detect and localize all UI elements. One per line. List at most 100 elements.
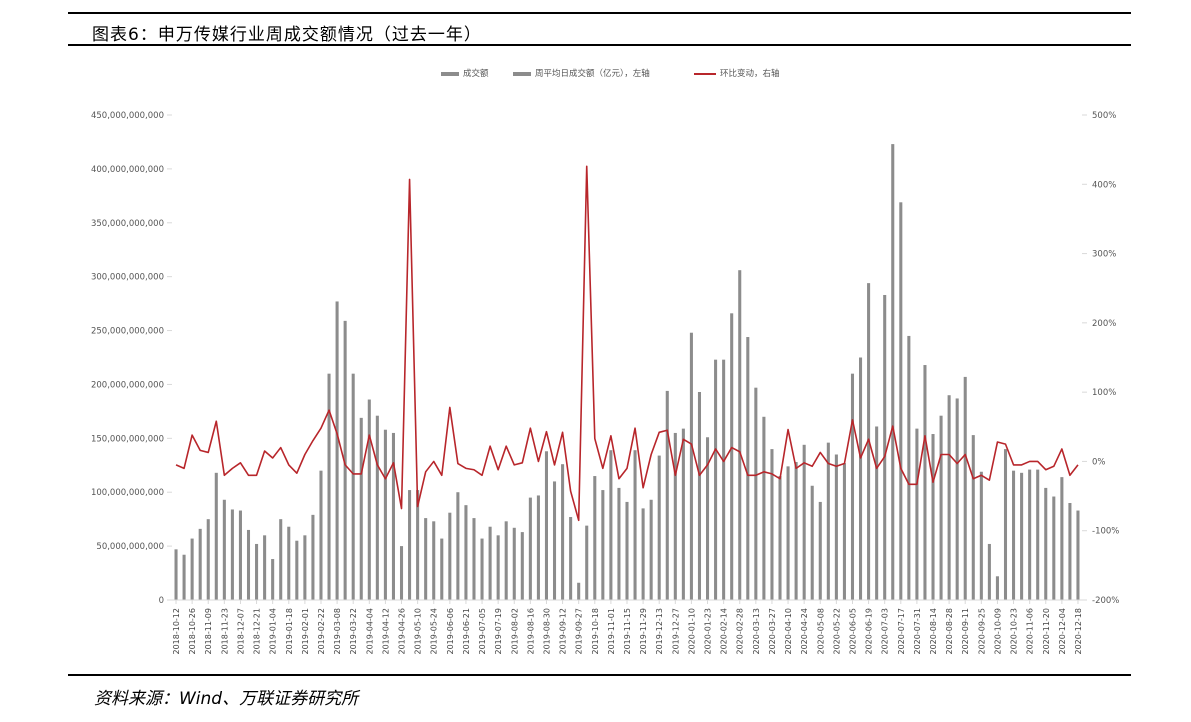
bar xyxy=(432,521,436,600)
bar xyxy=(552,481,557,600)
y-left-tick-label: 250,000,000,000 xyxy=(91,327,164,337)
x-tick-label: 2019-06-21 xyxy=(462,608,471,655)
bar xyxy=(657,455,661,600)
bar xyxy=(416,490,420,600)
x-tick-label: 2020-02-28 xyxy=(736,608,745,655)
y-right-tick-label: -200% xyxy=(1092,596,1119,606)
y-left-tick-label: 300,000,000,000 xyxy=(91,273,164,283)
bar xyxy=(561,464,565,600)
chart-title: 图表6：申万传媒行业周成交额情况（过去一年） xyxy=(92,25,482,45)
x-tick-label: 2020-07-03 xyxy=(881,608,890,655)
bar xyxy=(319,470,323,600)
bar xyxy=(738,270,742,600)
bar xyxy=(923,365,927,600)
bar xyxy=(488,526,492,600)
y-right-tick-label: 500% xyxy=(1092,111,1116,121)
bar xyxy=(754,387,758,600)
y-left-tick-label: 150,000,000,000 xyxy=(91,434,164,444)
bar xyxy=(1012,470,1016,600)
x-tick-label: 2020-07-31 xyxy=(913,608,922,655)
bar xyxy=(842,463,846,600)
bar xyxy=(883,294,887,600)
bar xyxy=(448,512,452,600)
x-tick-label: 2019-08-16 xyxy=(526,608,535,655)
bar xyxy=(399,546,404,600)
bar xyxy=(722,359,726,600)
bar xyxy=(987,543,991,600)
x-tick-label: 2020-01-23 xyxy=(704,608,713,655)
bar xyxy=(359,417,363,600)
x-tick-label: 2019-07-19 xyxy=(494,608,503,655)
bar xyxy=(1060,477,1064,600)
bar xyxy=(955,398,959,600)
bar xyxy=(182,554,186,600)
y-right-tick-label: 400% xyxy=(1092,180,1116,190)
bar xyxy=(971,435,975,600)
x-tick-label: 2019-04-26 xyxy=(398,608,407,655)
x-tick-label: 2019-10-18 xyxy=(591,608,600,655)
bar xyxy=(1052,496,1056,600)
x-tick-label: 2020-09-11 xyxy=(961,608,970,655)
bar xyxy=(617,487,621,600)
bar xyxy=(367,399,371,600)
bar xyxy=(1028,469,1032,600)
bar xyxy=(891,144,895,600)
bar xyxy=(1044,487,1048,600)
x-tick-label: 2018-12-07 xyxy=(236,608,245,655)
x-tick-label: 2019-12-13 xyxy=(655,608,664,655)
bar xyxy=(697,391,702,600)
bar xyxy=(271,559,275,600)
bar xyxy=(649,499,653,600)
y-left-tick-label: 450,000,000,000 xyxy=(91,111,164,121)
bar xyxy=(593,476,597,600)
bar xyxy=(375,415,379,600)
bar xyxy=(480,538,484,600)
x-tick-label: 2019-09-27 xyxy=(575,608,584,655)
bar xyxy=(641,508,645,600)
bar xyxy=(907,335,911,600)
bar xyxy=(569,517,573,600)
bar xyxy=(915,428,919,600)
bar xyxy=(1036,469,1040,600)
bar xyxy=(214,472,218,600)
bar xyxy=(601,490,605,600)
bar xyxy=(746,337,750,600)
x-tick-label: 2020-10-23 xyxy=(1010,608,1019,655)
chart-legend: 成交额 周平均日成交额（亿元），左轴 环比变动，右轴 xyxy=(441,68,780,79)
x-tick-label: 2020-02-14 xyxy=(720,608,729,655)
x-tick-label: 2019-09-12 xyxy=(559,608,568,655)
bar xyxy=(230,509,234,600)
x-tick-label: 2019-02-01 xyxy=(301,608,310,655)
x-tick-label: 2020-07-17 xyxy=(897,608,906,655)
bar xyxy=(528,497,532,600)
x-tick-label: 2020-04-10 xyxy=(784,608,793,655)
bar xyxy=(778,476,782,600)
y-left-tick-label: 200,000,000,000 xyxy=(91,380,164,390)
y-left-tick-label: 50,000,000,000 xyxy=(96,542,164,552)
x-tick-label: 2020-09-25 xyxy=(977,608,986,655)
source-bar: 资料来源：Wind、万联证券研究所 xyxy=(68,674,1131,714)
bar xyxy=(238,510,242,600)
x-tick-label: 2020-11-20 xyxy=(1042,608,1051,655)
bar xyxy=(544,451,548,600)
bar xyxy=(496,535,500,600)
y-left-tick-label: 350,000,000,000 xyxy=(91,219,164,229)
y-axis-left: 0 50,000,000,000 100,000,000,000 150,000,00… xyxy=(91,111,172,606)
x-tick-label: 2020-08-14 xyxy=(929,608,938,655)
bar xyxy=(295,540,299,600)
x-tick-label: 2019-06-06 xyxy=(446,608,455,655)
bar xyxy=(1020,472,1024,600)
y-left-tick-label: 400,000,000,000 xyxy=(91,165,164,175)
bar xyxy=(408,490,412,600)
y-left-tick-label: 0 xyxy=(159,596,164,606)
x-tick-label: 2019-02-22 xyxy=(317,608,326,655)
bar xyxy=(706,437,710,600)
bar xyxy=(689,332,693,600)
bar xyxy=(609,450,613,600)
legend-swatch-volume xyxy=(441,72,459,76)
bar xyxy=(585,525,589,600)
y-right-tick-label: 200% xyxy=(1092,319,1116,329)
x-tick-label: 2020-06-19 xyxy=(865,608,874,655)
legend-label-change: 环比变动，右轴 xyxy=(720,68,780,79)
legend-label-avg: 周平均日成交额（亿元），左轴 xyxy=(535,68,650,79)
